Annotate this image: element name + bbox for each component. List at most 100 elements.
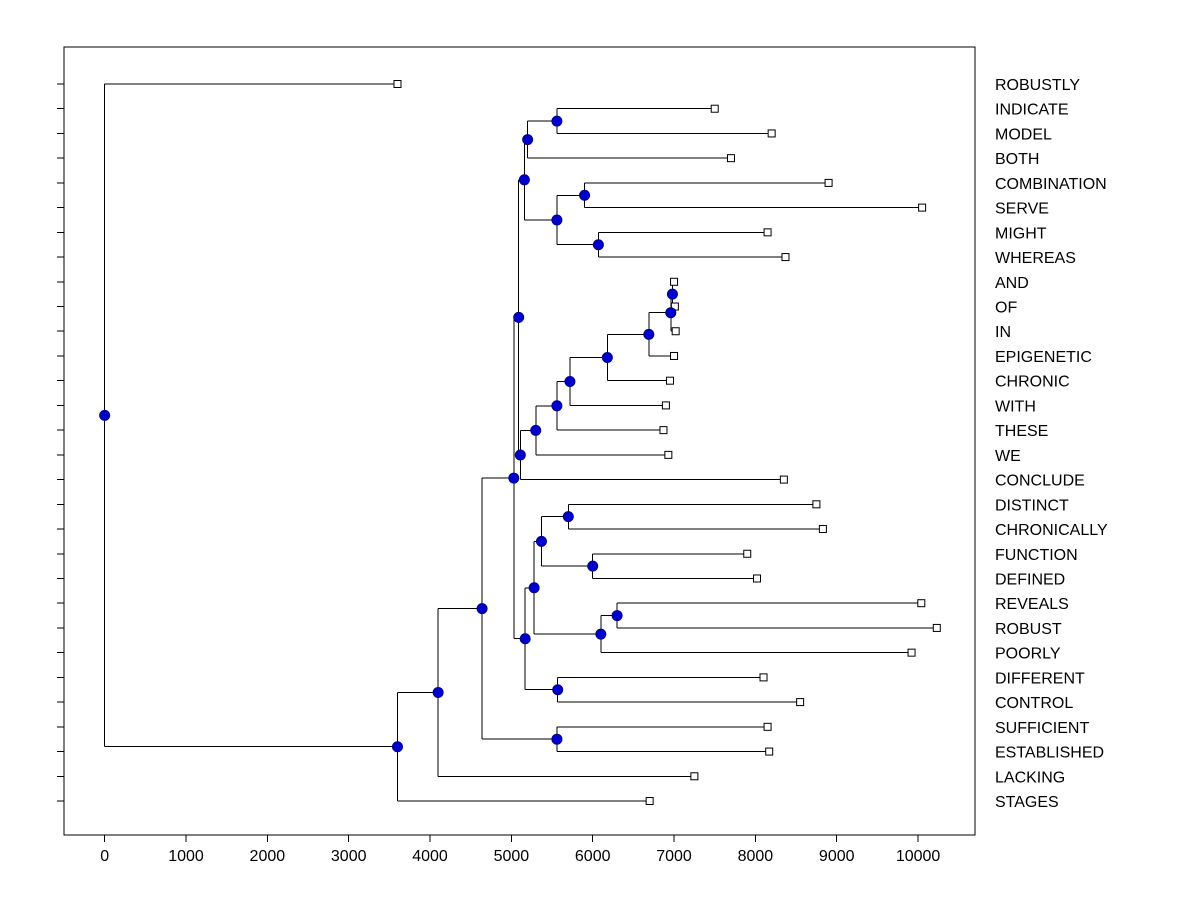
leaf-marker xyxy=(763,228,772,237)
leaf-label: CONTROL xyxy=(995,695,1073,712)
x-tick-label: 7000 xyxy=(656,848,692,865)
cluster-node-marker xyxy=(666,288,678,300)
leaf-label: DIFFERENT xyxy=(995,670,1085,687)
leaf-label: DEFINED xyxy=(995,571,1065,588)
x-tick-label: 6000 xyxy=(575,848,611,865)
cluster-node-marker xyxy=(643,328,655,340)
cluster-node-marker xyxy=(595,628,607,640)
cluster-node-marker xyxy=(579,189,591,201)
leaf-marker xyxy=(759,673,768,682)
leaf-marker xyxy=(781,253,790,262)
cluster-node-marker xyxy=(551,214,563,226)
leaf-label: WITH xyxy=(995,398,1036,415)
cluster-node-marker xyxy=(551,733,563,745)
x-tick-label: 2000 xyxy=(250,848,286,865)
x-tick-label: 8000 xyxy=(738,848,774,865)
x-tick-label: 10000 xyxy=(896,848,941,865)
cluster-node-marker xyxy=(562,511,574,523)
leaf-marker xyxy=(932,623,941,632)
leaf-marker xyxy=(743,549,752,558)
leaf-label: STAGES xyxy=(995,794,1059,811)
cluster-node-marker xyxy=(535,535,547,547)
leaf-label: SUFFICIENT xyxy=(995,720,1089,737)
x-tick-label: 1000 xyxy=(168,848,204,865)
cluster-node-marker xyxy=(513,311,525,323)
leaf-marker xyxy=(645,797,654,805)
cluster-node-marker xyxy=(99,409,111,421)
leaf-label: LACKING xyxy=(995,769,1065,786)
leaf-marker xyxy=(659,426,668,435)
x-tick-label: 5000 xyxy=(494,848,530,865)
cluster-node-marker xyxy=(611,610,623,622)
leaf-label: FUNCTION xyxy=(995,547,1078,564)
cluster-node-marker xyxy=(551,400,563,412)
x-tick-label: 0 xyxy=(100,848,109,865)
leaf-label: ESTABLISHED xyxy=(995,745,1104,762)
leaf-marker xyxy=(664,450,673,459)
x-tick-label: 4000 xyxy=(412,848,448,865)
leaf-label: SERVE xyxy=(995,201,1049,218)
leaf-label: CONCLUDE xyxy=(995,473,1085,490)
leaf-marker xyxy=(779,475,788,484)
leaf-marker xyxy=(690,772,699,781)
leaf-label: EPIGENETIC xyxy=(995,349,1092,366)
leaf-marker xyxy=(767,129,776,138)
leaf-marker xyxy=(917,599,926,608)
leaf-label: INDICATE xyxy=(995,102,1068,119)
cluster-node-marker xyxy=(508,472,520,484)
leaf-marker xyxy=(393,80,402,88)
cluster-node-marker xyxy=(432,686,444,698)
x-tick-label: 3000 xyxy=(331,848,367,865)
cluster-node-marker xyxy=(391,741,403,753)
leaf-label: ROBUST xyxy=(995,621,1062,638)
leaf-marker xyxy=(824,178,833,187)
leaf-marker xyxy=(907,648,916,657)
cluster-node-marker xyxy=(528,582,540,594)
leaf-marker xyxy=(796,698,805,707)
leaf-marker xyxy=(670,277,679,286)
leaf-label: MODEL xyxy=(995,126,1052,143)
leaf-marker xyxy=(753,574,762,583)
leaf-marker xyxy=(726,154,735,163)
cluster-node-marker xyxy=(522,134,534,146)
leaf-label: MIGHT xyxy=(995,225,1047,242)
axes-box xyxy=(63,46,976,836)
leaf-label: AND xyxy=(995,275,1029,292)
cluster-node-marker xyxy=(587,560,599,572)
leaf-label: THESE xyxy=(995,423,1048,440)
leaf-label: OF xyxy=(995,300,1017,317)
cluster-node-marker xyxy=(601,352,613,364)
leaf-marker xyxy=(670,351,679,360)
leaf-label: COMBINATION xyxy=(995,176,1107,193)
leaf-label: POORLY xyxy=(995,646,1061,663)
leaf-label: WHEREAS xyxy=(995,250,1076,267)
cluster-node-marker xyxy=(514,449,526,461)
leaf-marker xyxy=(818,525,827,534)
leaf-marker xyxy=(661,401,670,410)
cluster-node-marker xyxy=(476,603,488,615)
cluster-node-marker xyxy=(592,239,604,251)
leaf-marker xyxy=(665,376,674,385)
leaf-marker xyxy=(763,722,772,731)
leaf-label: CHRONIC xyxy=(995,374,1070,391)
leaf-label: CHRONICALLY xyxy=(995,522,1108,539)
leaf-marker xyxy=(671,327,680,336)
leaf-marker xyxy=(918,203,927,212)
leaf-label: DISTINCT xyxy=(995,497,1069,514)
cluster-node-marker xyxy=(564,375,576,387)
cluster-node-marker xyxy=(530,424,542,436)
leaf-marker xyxy=(710,104,719,113)
leaf-label: BOTH xyxy=(995,151,1039,168)
leaf-label: IN xyxy=(995,324,1011,341)
leaf-label: WE xyxy=(995,448,1021,465)
cluster-node-marker xyxy=(519,633,531,645)
leaf-label: ROBUSTLY xyxy=(995,77,1080,94)
cluster-node-marker xyxy=(665,307,677,319)
leaf-marker xyxy=(765,747,774,756)
cluster-node-marker xyxy=(551,115,563,127)
leaf-marker xyxy=(812,500,821,509)
leaf-label: REVEALS xyxy=(995,596,1069,613)
cluster-node-marker xyxy=(518,174,530,186)
